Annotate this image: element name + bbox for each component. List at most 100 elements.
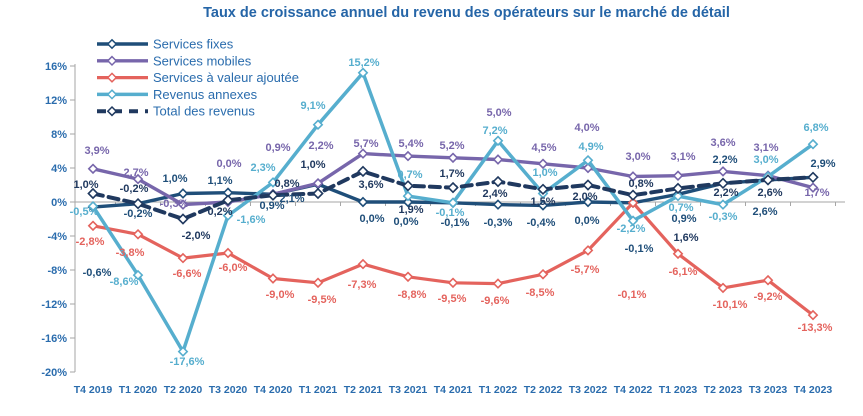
marker (537, 268, 549, 280)
x-tick-label: T4 2020 (254, 384, 293, 396)
marker (357, 196, 369, 208)
data-label-annexes: 4,9% (578, 141, 603, 153)
y-tick-label: -4% (47, 231, 67, 243)
marker (177, 252, 189, 264)
marker (627, 189, 639, 201)
marker (762, 174, 774, 186)
marker (537, 158, 549, 170)
marker (312, 119, 324, 131)
marker (312, 187, 324, 200)
x-tick-label: T4 2019 (74, 384, 113, 396)
marker (582, 196, 594, 208)
marker (267, 177, 279, 188)
marker (807, 138, 819, 150)
marker (132, 197, 144, 210)
data-label-mobiles: 1,7% (804, 187, 829, 199)
data-label-mobiles: 5,0% (486, 107, 511, 119)
x-tick-label: T1 2023 (659, 384, 698, 396)
marker (222, 210, 234, 221)
data-label-annexes: 1,0% (532, 167, 557, 179)
marker (402, 271, 414, 283)
x-tick-label: T4 2023 (794, 384, 833, 396)
data-label-mobiles: 0,9% (265, 142, 290, 154)
y-tick-label: -16% (41, 333, 67, 345)
marker (177, 346, 189, 357)
marker (717, 282, 729, 294)
marker (177, 199, 189, 210)
data-label-annexes: 2,3% (250, 162, 275, 174)
data-label-total: -0,2% (120, 183, 149, 195)
x-tick-label: T1 2021 (299, 384, 338, 396)
data-label-mobiles: 2,7% (123, 167, 148, 179)
data-label-total: 2,2% (713, 187, 738, 199)
x-tick-label: T2 2023 (704, 384, 743, 396)
data-label-va: -7,3% (348, 279, 377, 291)
data-label-mobiles: 2,2% (308, 140, 333, 152)
marker (717, 177, 729, 190)
data-label-annexes: 15,2% (348, 57, 379, 69)
data-label-fixes: -0,2% (124, 208, 153, 220)
data-label-mobiles: 4,0% (574, 122, 599, 134)
data-label-mobiles: 3,6% (710, 137, 735, 149)
y-tick-label: 16% (45, 61, 67, 73)
data-label-annexes: -0,5% (70, 206, 99, 218)
x-tick-label: T2 2020 (164, 384, 203, 396)
marker (582, 154, 594, 166)
data-label-fixes: -0,1% (625, 243, 654, 255)
legend-label: Services mobiles (153, 53, 252, 68)
marker (222, 247, 234, 259)
chart-title: Taux de croissance annuel du revenu des … (203, 5, 730, 21)
y-tick-label: 4% (51, 163, 67, 175)
data-label-annexes: 6,8% (803, 122, 828, 134)
marker (132, 228, 144, 240)
marker (537, 200, 549, 211)
x-tick-label: T3 2023 (749, 384, 788, 396)
marker (447, 152, 459, 164)
data-label-total: 1,5% (530, 196, 555, 208)
data-label-total: 3,6% (358, 179, 383, 191)
x-tick-label: T1 2022 (479, 384, 518, 396)
marker (312, 177, 324, 189)
marker (582, 245, 594, 256)
data-label-fixes: 0,9% (671, 213, 696, 225)
x-tick-label: T2 2021 (344, 384, 383, 396)
data-label-annexes: -0,3% (709, 211, 738, 223)
marker (717, 166, 729, 177)
marker (87, 163, 99, 175)
marker (106, 55, 118, 67)
data-label-va: -6,1% (669, 266, 698, 278)
marker (312, 277, 324, 289)
marker (357, 258, 369, 270)
legend-item-va: Services à valeur ajoutée (97, 70, 299, 85)
marker (672, 170, 684, 182)
marker (402, 180, 414, 192)
legend-item-mobiles: Services mobiles (97, 53, 252, 68)
marker (106, 38, 118, 50)
y-tick-label: -8% (47, 265, 67, 277)
x-tick-label: T2 2022 (524, 384, 563, 396)
marker (106, 89, 118, 100)
data-label-va: -3,8% (116, 247, 145, 259)
marker (492, 154, 504, 165)
marker (357, 67, 369, 79)
data-label-annexes: 0,7% (397, 169, 422, 181)
data-label-total: 1,0% (73, 179, 98, 191)
marker (106, 105, 118, 117)
marker (627, 171, 639, 182)
data-label-va: -2,8% (76, 236, 105, 248)
data-label-total: 2,0% (572, 191, 597, 203)
marker (447, 197, 459, 209)
legend-label: Services à valeur ajoutée (153, 70, 299, 85)
x-tick-label: T1 2020 (119, 384, 158, 396)
data-label-total: 0,8% (628, 178, 653, 190)
marker (106, 72, 118, 83)
data-label-fixes: -0,1% (441, 217, 470, 229)
data-label-total: 2,4% (482, 188, 507, 200)
data-label-fixes: -0,6% (83, 267, 112, 279)
marker (492, 175, 504, 188)
legend-item-fixes: Services fixes (97, 37, 234, 52)
data-label-fixes: 1,1% (207, 175, 232, 187)
data-label-fixes: 0,0% (359, 213, 384, 225)
data-label-total: 1,9% (398, 204, 423, 216)
